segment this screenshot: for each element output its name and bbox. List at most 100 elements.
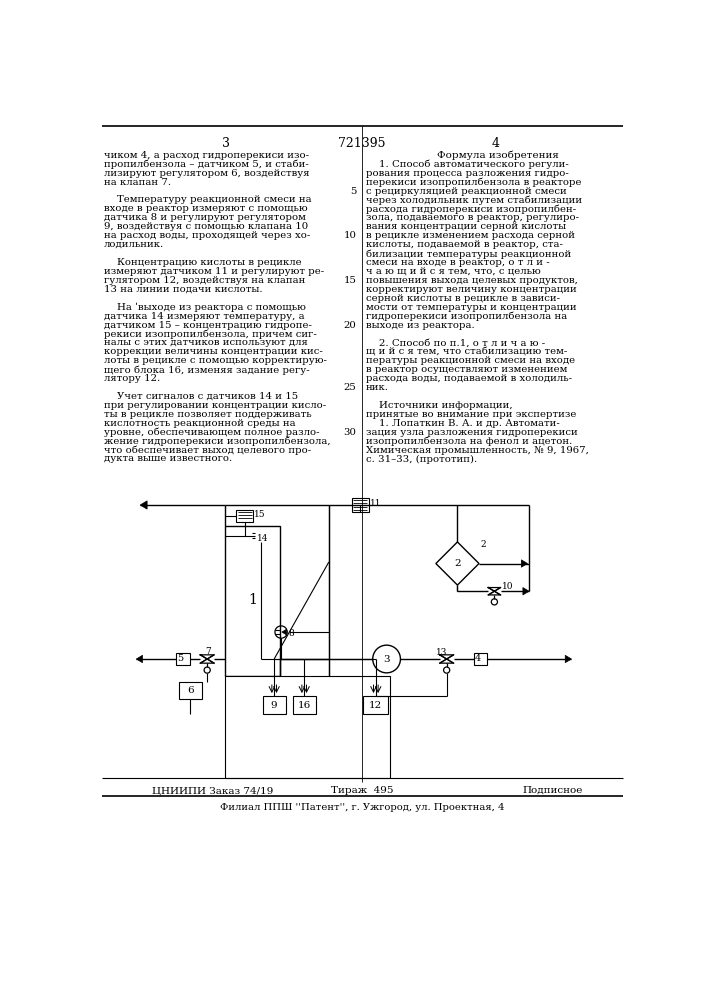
Text: уровне, обеспечивающем полное разло-: уровне, обеспечивающем полное разло- [104, 428, 320, 437]
Text: 3: 3 [383, 654, 390, 664]
Text: пропилбензола – датчиком 5, и стаби-: пропилбензола – датчиком 5, и стаби- [104, 160, 309, 169]
Text: ЦНИИПИ Заказ 74/19: ЦНИИПИ Заказ 74/19 [152, 786, 273, 795]
Text: лоты в рецикле с помощью корректирую-: лоты в рецикле с помощью корректирую- [104, 356, 327, 365]
Text: Температуру реакционной смеси на: Температуру реакционной смеси на [104, 195, 312, 204]
Text: 5: 5 [350, 187, 356, 196]
Text: на расход воды, проходящей через хо-: на расход воды, проходящей через хо- [104, 231, 310, 240]
Bar [225, 526, 281, 676]
Text: через холодильник путем стабилизации: через холодильник путем стабилизации [366, 195, 582, 205]
Text: 3: 3 [222, 137, 230, 150]
Text: перекиси изопропилбензола в реакторе: перекиси изопропилбензола в реакторе [366, 178, 581, 187]
Text: корректируют величину концентрации: корректируют величину концентрации [366, 285, 576, 294]
Text: при регулировании концентрации кисло-: при регулировании концентрации кисло- [104, 401, 326, 410]
Text: принятые во внимание при экспертизе: принятые во внимание при экспертизе [366, 410, 576, 419]
Text: датчика 8 и регулируют регулятором: датчика 8 и регулируют регулятором [104, 213, 306, 222]
Text: измеряют датчиком 11 и регулируют ре-: измеряют датчиком 11 и регулируют ре- [104, 267, 324, 276]
Text: лятору 12.: лятору 12. [104, 374, 160, 383]
Bar [474, 653, 487, 665]
Bar [225, 676, 390, 778]
Text: 12: 12 [369, 701, 382, 710]
Text: входе в реактор измеряют с помощью: входе в реактор измеряют с помощью [104, 204, 308, 213]
Text: 10: 10 [344, 231, 356, 240]
Text: На ʹвыходе из реактора с помощью: На ʹвыходе из реактора с помощью [104, 303, 306, 312]
Text: Формула изобретения: Формула изобретения [438, 151, 559, 160]
Text: Источники информации,: Источники информации, [366, 401, 513, 410]
Polygon shape [565, 655, 571, 663]
Bar [176, 653, 190, 665]
Text: 2: 2 [481, 540, 486, 549]
Text: 1. Лопаткин В. А. и др. Автомати-: 1. Лопаткин В. А. и др. Автомати- [366, 419, 559, 428]
Text: 10: 10 [502, 582, 513, 591]
Text: серной кислоты в рецикле в зависи-: серной кислоты в рецикле в зависи- [366, 294, 560, 303]
Bar [352, 498, 369, 512]
Text: гулятором 12, воздействуя на клапан: гулятором 12, воздействуя на клапан [104, 276, 305, 285]
Text: щ и й с я тем, что стабилизацию тем-: щ и й с я тем, что стабилизацию тем- [366, 347, 567, 356]
Bar [262, 696, 286, 714]
Text: рекиси изопропилбензола, причем сиг-: рекиси изопропилбензола, причем сиг- [104, 329, 317, 339]
Text: Филиал ППШ ''Патент'', г. Ужгород, ул. Проектная, 4: Филиал ППШ ''Патент'', г. Ужгород, ул. П… [220, 803, 504, 812]
Text: 2. Способ по п.1, о т л и ч а ю -: 2. Способ по п.1, о т л и ч а ю - [366, 338, 545, 347]
Text: на клапан 7.: на клапан 7. [104, 178, 171, 187]
Text: с. 31–33, (прототип).: с. 31–33, (прототип). [366, 454, 477, 464]
Text: 1: 1 [248, 593, 257, 607]
Text: лизируют регулятором 6, воздействуя: лизируют регулятором 6, воздействуя [104, 169, 310, 178]
Text: 20: 20 [344, 321, 356, 330]
Text: расхода воды, подаваемой в холодиль-: расхода воды, подаваемой в холодиль- [366, 374, 572, 383]
Text: 6: 6 [187, 686, 194, 695]
Polygon shape [136, 655, 143, 663]
Text: 5: 5 [177, 654, 183, 663]
Polygon shape [140, 501, 147, 509]
Text: кислотность реакционной среды на: кислотность реакционной среды на [104, 419, 296, 428]
Text: в реактор осуществляют изменением: в реактор осуществляют изменением [366, 365, 567, 374]
Text: 25: 25 [344, 383, 356, 392]
Text: расхода гидроперекиси изопропилбен-: расхода гидроперекиси изопропилбен- [366, 204, 576, 214]
Text: 13 на линии подачи кислоты.: 13 на линии подачи кислоты. [104, 285, 262, 294]
Text: щего блока 16, изменяя задание регу-: щего блока 16, изменяя задание регу- [104, 365, 310, 375]
Text: 721395: 721395 [338, 137, 386, 150]
Text: 7: 7 [206, 647, 211, 656]
Text: рования процесса разложения гидро-: рования процесса разложения гидро- [366, 169, 568, 178]
Text: что обеспечивает выход целевого про-: что обеспечивает выход целевого про- [104, 446, 311, 455]
Bar [236, 510, 253, 522]
Text: датчиком 15 – концентрацию гидропе-: датчиком 15 – концентрацию гидропе- [104, 321, 312, 330]
Text: 15: 15 [344, 276, 356, 285]
Bar [293, 696, 316, 714]
Text: 4: 4 [492, 137, 500, 150]
Bar [179, 682, 201, 699]
Text: Подписное: Подписное [522, 786, 583, 795]
Text: коррекции величины концентрации кис-: коррекции величины концентрации кис- [104, 347, 323, 356]
Text: 2: 2 [454, 559, 461, 568]
Text: 14: 14 [257, 534, 268, 543]
Text: 9: 9 [271, 701, 277, 710]
Text: в рецикле изменением расхода серной: в рецикле изменением расхода серной [366, 231, 575, 240]
Text: кислоты, подаваемой в реактор, ста-: кислоты, подаваемой в реактор, ста- [366, 240, 563, 249]
Text: 11: 11 [370, 499, 381, 508]
Text: Химическая промышленность, № 9, 1967,: Химическая промышленность, № 9, 1967, [366, 446, 589, 455]
Text: с рециркуляцией реакционной смеси: с рециркуляцией реакционной смеси [366, 187, 566, 196]
Text: 30: 30 [344, 428, 356, 437]
Text: ник.: ник. [366, 383, 389, 392]
Text: чиком 4, а расход гидроперекиси изо-: чиком 4, а расход гидроперекиси изо- [104, 151, 309, 160]
Text: вания концентрации серной кислоты: вания концентрации серной кислоты [366, 222, 566, 231]
Text: дукта выше известного.: дукта выше известного. [104, 454, 233, 463]
Polygon shape [523, 588, 529, 595]
Text: 4: 4 [474, 654, 481, 663]
Text: смеси на входе в реактор, о т л и -: смеси на входе в реактор, о т л и - [366, 258, 549, 267]
Text: 13: 13 [436, 648, 448, 657]
Text: пературы реакционной смеси на входе: пературы реакционной смеси на входе [366, 356, 575, 365]
Text: мости от температуры и концентрации: мости от температуры и концентрации [366, 303, 576, 312]
Text: 1. Способ автоматического регули-: 1. Способ автоматического регули- [366, 160, 568, 169]
Text: 8: 8 [288, 629, 294, 638]
Text: изопропилбензола на фенол и ацетон.: изопропилбензола на фенол и ацетон. [366, 437, 572, 446]
Polygon shape [282, 629, 286, 635]
Text: Учет сигналов с датчиков 14 и 15: Учет сигналов с датчиков 14 и 15 [104, 392, 298, 401]
Text: датчика 14 измеряют температуру, а: датчика 14 измеряют температуру, а [104, 312, 305, 321]
Text: жение гидроперекиси изопропилбензола,: жение гидроперекиси изопропилбензола, [104, 437, 331, 446]
Text: билизации температуры реакционной: билизации температуры реакционной [366, 249, 571, 259]
Text: 9, воздействуя с помощью клапана 10: 9, воздействуя с помощью клапана 10 [104, 222, 308, 231]
Text: лодильник.: лодильник. [104, 240, 164, 249]
Text: 16: 16 [298, 701, 311, 710]
Text: выходе из реактора.: выходе из реактора. [366, 321, 474, 330]
Text: Концентрацию кислоты в рецикле: Концентрацию кислоты в рецикле [104, 258, 302, 267]
Text: ты в рецикле позволяет поддерживать: ты в рецикле позволяет поддерживать [104, 410, 312, 419]
